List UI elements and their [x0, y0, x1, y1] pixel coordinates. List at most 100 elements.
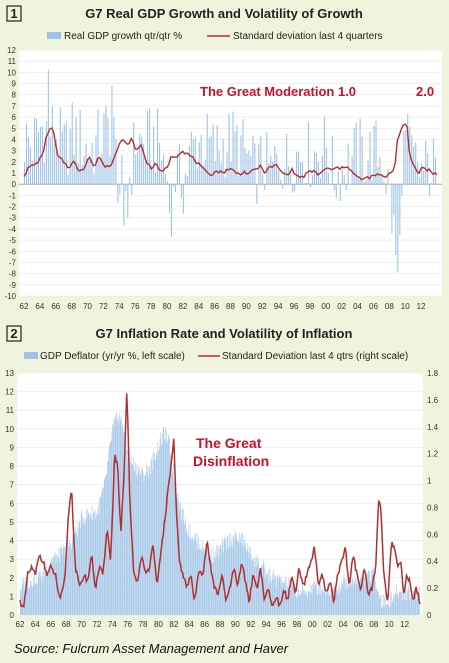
deflator-bar: [148, 467, 150, 615]
deflator-bar: [135, 461, 136, 615]
deflator-bar: [375, 588, 377, 615]
deflator-bar: [418, 593, 420, 615]
gdp-growth-bar: [129, 177, 131, 185]
deflator-bar: [287, 585, 288, 615]
gdp-growth-bar: [123, 184, 125, 226]
gdp-growth-bar: [379, 156, 381, 185]
deflator-bar: [407, 591, 408, 615]
x-tick-label: 68: [62, 620, 71, 629]
gdp-growth-bar: [369, 131, 371, 185]
deflator-bar: [117, 419, 118, 615]
deflator-bar: [378, 591, 379, 615]
deflator-bar: [192, 538, 193, 615]
gdp-growth-bar: [149, 108, 151, 185]
deflator-bar: [177, 500, 179, 615]
deflator-bar: [343, 578, 344, 615]
x-tick-label: 70: [83, 302, 92, 311]
gdp-growth-bar: [182, 184, 184, 214]
deflator-bar: [226, 549, 227, 615]
deflator-bar: [402, 590, 404, 615]
x-tick-label: 10: [385, 620, 394, 629]
gdp-growth-bar: [166, 181, 169, 185]
deflator-bar: [177, 497, 178, 615]
deflator-bar: [141, 470, 142, 615]
deflator-bar: [125, 441, 127, 615]
gdp-growth-bar: [47, 70, 49, 185]
deflator-bar: [350, 576, 351, 615]
deflator-bar: [53, 556, 54, 615]
deflator-bar: [149, 467, 150, 615]
deflator-bar: [164, 440, 166, 615]
gdp-growth-bar: [345, 184, 347, 191]
deflator-bar: [170, 453, 171, 615]
gdp-growth-bar: [188, 145, 190, 185]
badge-1: 1: [10, 6, 17, 21]
deflator-bar: [396, 592, 398, 615]
y-tick-label: 6: [12, 113, 17, 122]
deflator-bar: [348, 573, 349, 615]
deflator-bar: [102, 489, 103, 615]
gdp-growth-bar: [228, 113, 230, 185]
deflator-bar: [182, 520, 184, 615]
deflator-bar: [351, 584, 352, 615]
deflator-bar: [55, 563, 57, 615]
deflator-bar: [216, 555, 218, 615]
deflator-bar: [132, 465, 134, 615]
gdp-growth-bar: [256, 184, 258, 204]
deflator-bar: [109, 443, 111, 615]
deflator-bar: [306, 594, 308, 615]
deflator-bar: [87, 509, 88, 615]
deflator-bar: [216, 545, 217, 615]
deflator-bar: [318, 586, 319, 615]
deflator-bar: [337, 589, 338, 615]
y-tick-label: 12: [7, 46, 16, 55]
gdp-growth-bar: [254, 143, 256, 185]
deflator-bar: [30, 580, 32, 615]
deflator-bar: [118, 422, 119, 615]
gdp-growth-bar: [55, 139, 57, 185]
y-tick-label: -7: [9, 258, 17, 267]
gdp-growth-bar: [31, 161, 34, 185]
deflator-bar: [249, 546, 250, 615]
deflator-bar: [352, 577, 354, 615]
gdp-growth-bar: [184, 173, 186, 185]
deflator-bar: [287, 589, 289, 615]
deflator-bar: [377, 591, 379, 615]
gdp-growth-bar: [276, 153, 278, 185]
deflator-bar: [154, 460, 156, 615]
deflator-bar: [402, 599, 403, 615]
gdp-growth-bar: [431, 183, 433, 185]
y-tick-label: 1: [12, 169, 17, 178]
deflator-bar: [391, 601, 393, 615]
gdp-growth-bar: [240, 135, 242, 185]
deflator-bar: [296, 586, 298, 615]
deflator-bar: [151, 457, 152, 615]
deflator-bar: [240, 536, 242, 615]
deflator-bar: [417, 597, 418, 615]
gdp-growth-bar: [351, 156, 353, 185]
deflator-bar: [341, 579, 342, 615]
deflator-bar: [203, 548, 205, 615]
deflator-bar: [48, 564, 50, 615]
deflator-bar: [212, 560, 213, 615]
gdp-growth-bar: [214, 160, 216, 185]
deflator-bar: [398, 598, 399, 615]
deflator-bar: [348, 577, 350, 615]
deflator-bar: [195, 534, 196, 615]
deflator-bar: [204, 551, 206, 615]
deflator-bar: [93, 512, 95, 615]
deflator-bar: [398, 591, 400, 615]
deflator-bar: [247, 543, 249, 615]
x-tick-label: 90: [231, 620, 240, 629]
deflator-bar: [80, 528, 81, 615]
gdp-growth-bar: [313, 151, 315, 185]
deflator-bar: [303, 590, 305, 615]
deflator-bar: [59, 547, 61, 615]
legend-1-bar-label: Real GDP growth qtr/qtr %: [64, 31, 182, 42]
deflator-bar: [317, 594, 318, 615]
x-tick-label: 68: [67, 302, 76, 311]
gdp-growth-bar: [407, 113, 409, 185]
x-tick-label: 00: [308, 620, 317, 629]
gdp-growth-bar: [333, 184, 335, 191]
deflator-bar: [127, 449, 128, 615]
